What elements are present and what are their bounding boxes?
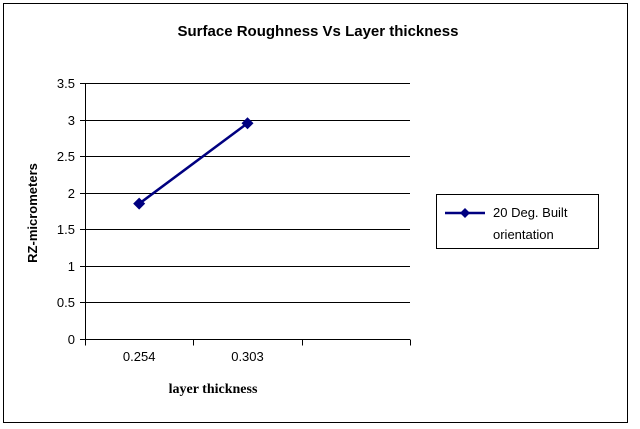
legend-entry-label-line2: orientation: [493, 227, 554, 242]
legend-swatch-marker: [460, 208, 470, 218]
x-tick-label: 0.303: [231, 349, 264, 364]
tick-labels: 0 0.5 1 1.5 2 2.5 3 3.5 0.254 0.303: [57, 76, 264, 364]
data-point-marker: [241, 117, 254, 130]
legend: 20 Deg. Built orientation: [436, 194, 599, 249]
y-tick-label: 2.5: [57, 149, 75, 164]
x-tick-label: 0.254: [123, 349, 156, 364]
data-point-marker: [133, 197, 146, 210]
y-axis-label: RZ-micrometers: [25, 163, 40, 263]
legend-box: [436, 194, 599, 249]
y-tick-label: 2: [68, 186, 75, 201]
y-tick-label: 3: [68, 113, 75, 128]
y-tick-label: 3.5: [57, 76, 75, 91]
chart-title: Surface Roughness Vs Layer thickness: [178, 23, 459, 40]
axes: [80, 83, 411, 346]
series-lines: [133, 117, 254, 210]
y-tick-label: 1: [68, 259, 75, 274]
y-tick-label: 1.5: [57, 222, 75, 237]
y-tick-label: 0.5: [57, 295, 75, 310]
x-axis-label: layer thickness: [169, 382, 258, 397]
series-line: [138, 122, 249, 205]
legend-entry-label-line1: 20 Deg. Built: [493, 205, 568, 220]
y-tick-label: 0: [68, 332, 75, 347]
